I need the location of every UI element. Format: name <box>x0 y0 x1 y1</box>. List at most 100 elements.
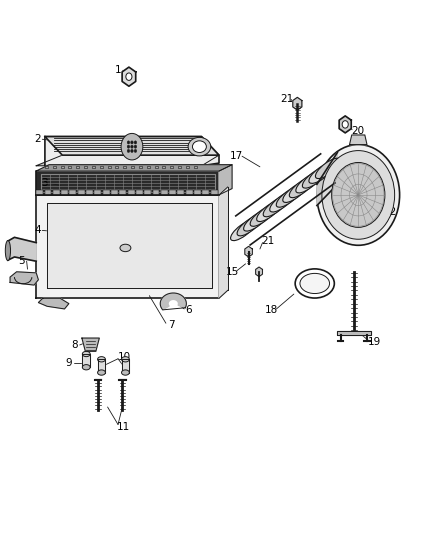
Ellipse shape <box>270 192 294 212</box>
Ellipse shape <box>276 187 301 207</box>
Ellipse shape <box>237 215 262 236</box>
Polygon shape <box>139 166 142 168</box>
Polygon shape <box>144 190 151 195</box>
Polygon shape <box>53 190 60 195</box>
Polygon shape <box>194 166 197 168</box>
Text: 19: 19 <box>367 337 381 347</box>
Polygon shape <box>350 135 367 144</box>
Circle shape <box>131 141 133 144</box>
Ellipse shape <box>244 211 268 231</box>
Circle shape <box>127 141 130 144</box>
Polygon shape <box>127 190 134 195</box>
Polygon shape <box>45 136 219 155</box>
Ellipse shape <box>120 244 131 252</box>
Ellipse shape <box>82 351 90 357</box>
Circle shape <box>131 145 133 148</box>
Ellipse shape <box>283 182 307 203</box>
Polygon shape <box>136 190 143 195</box>
Text: 8: 8 <box>71 340 78 350</box>
Text: 17: 17 <box>230 151 243 161</box>
Polygon shape <box>36 165 232 171</box>
Polygon shape <box>102 190 110 195</box>
Polygon shape <box>256 267 262 277</box>
Circle shape <box>332 163 385 228</box>
Polygon shape <box>317 152 337 206</box>
Text: 4: 4 <box>34 225 41 236</box>
Polygon shape <box>47 203 212 288</box>
Polygon shape <box>36 171 219 195</box>
Text: 6: 6 <box>185 305 192 315</box>
Text: 10: 10 <box>117 352 131 361</box>
Text: 1: 1 <box>115 66 121 75</box>
Polygon shape <box>84 166 87 168</box>
Polygon shape <box>162 166 166 168</box>
Text: 12: 12 <box>384 207 398 217</box>
Polygon shape <box>161 190 168 195</box>
Polygon shape <box>45 166 48 168</box>
Polygon shape <box>178 166 181 168</box>
Polygon shape <box>123 166 126 168</box>
Text: 11: 11 <box>117 422 130 432</box>
Circle shape <box>134 149 137 152</box>
Ellipse shape <box>295 269 334 298</box>
Polygon shape <box>336 331 371 335</box>
Ellipse shape <box>121 370 129 375</box>
Text: 15: 15 <box>226 267 239 277</box>
Polygon shape <box>119 190 126 195</box>
Polygon shape <box>86 190 93 195</box>
Text: 21: 21 <box>261 236 274 246</box>
Polygon shape <box>147 166 150 168</box>
Text: 9: 9 <box>66 358 72 368</box>
Polygon shape <box>170 166 173 168</box>
Circle shape <box>121 133 143 160</box>
Polygon shape <box>76 166 79 168</box>
Polygon shape <box>60 166 64 168</box>
Ellipse shape <box>230 220 255 240</box>
Polygon shape <box>293 98 302 110</box>
Text: 20: 20 <box>351 126 364 136</box>
Polygon shape <box>82 354 90 367</box>
Polygon shape <box>211 190 218 195</box>
Polygon shape <box>245 246 252 257</box>
Circle shape <box>134 141 137 144</box>
Ellipse shape <box>302 168 327 188</box>
Polygon shape <box>92 166 95 168</box>
Polygon shape <box>94 190 101 195</box>
Ellipse shape <box>290 177 314 198</box>
Ellipse shape <box>121 357 129 362</box>
Ellipse shape <box>309 163 334 183</box>
Polygon shape <box>68 166 71 168</box>
Polygon shape <box>98 359 106 373</box>
Polygon shape <box>100 166 103 168</box>
Circle shape <box>134 145 137 148</box>
Ellipse shape <box>98 370 106 375</box>
Polygon shape <box>36 155 219 166</box>
Polygon shape <box>131 166 134 168</box>
Ellipse shape <box>98 357 106 362</box>
Circle shape <box>317 144 399 245</box>
Ellipse shape <box>250 206 275 227</box>
Polygon shape <box>219 187 228 298</box>
Polygon shape <box>186 166 189 168</box>
Ellipse shape <box>5 240 11 261</box>
Polygon shape <box>36 195 219 298</box>
Polygon shape <box>121 359 129 373</box>
Ellipse shape <box>257 201 282 222</box>
Text: 2: 2 <box>34 134 41 144</box>
Polygon shape <box>45 136 219 166</box>
Polygon shape <box>155 166 158 168</box>
Polygon shape <box>78 190 85 195</box>
Circle shape <box>322 151 395 239</box>
Polygon shape <box>177 190 184 195</box>
Text: 21: 21 <box>280 94 293 104</box>
Text: 18: 18 <box>265 305 278 315</box>
Ellipse shape <box>296 173 321 193</box>
Polygon shape <box>152 190 159 195</box>
Text: 7: 7 <box>168 320 174 330</box>
Polygon shape <box>82 338 99 351</box>
Circle shape <box>342 120 348 128</box>
Circle shape <box>127 149 130 152</box>
Polygon shape <box>202 190 209 195</box>
Circle shape <box>126 73 132 80</box>
Polygon shape <box>10 272 39 285</box>
